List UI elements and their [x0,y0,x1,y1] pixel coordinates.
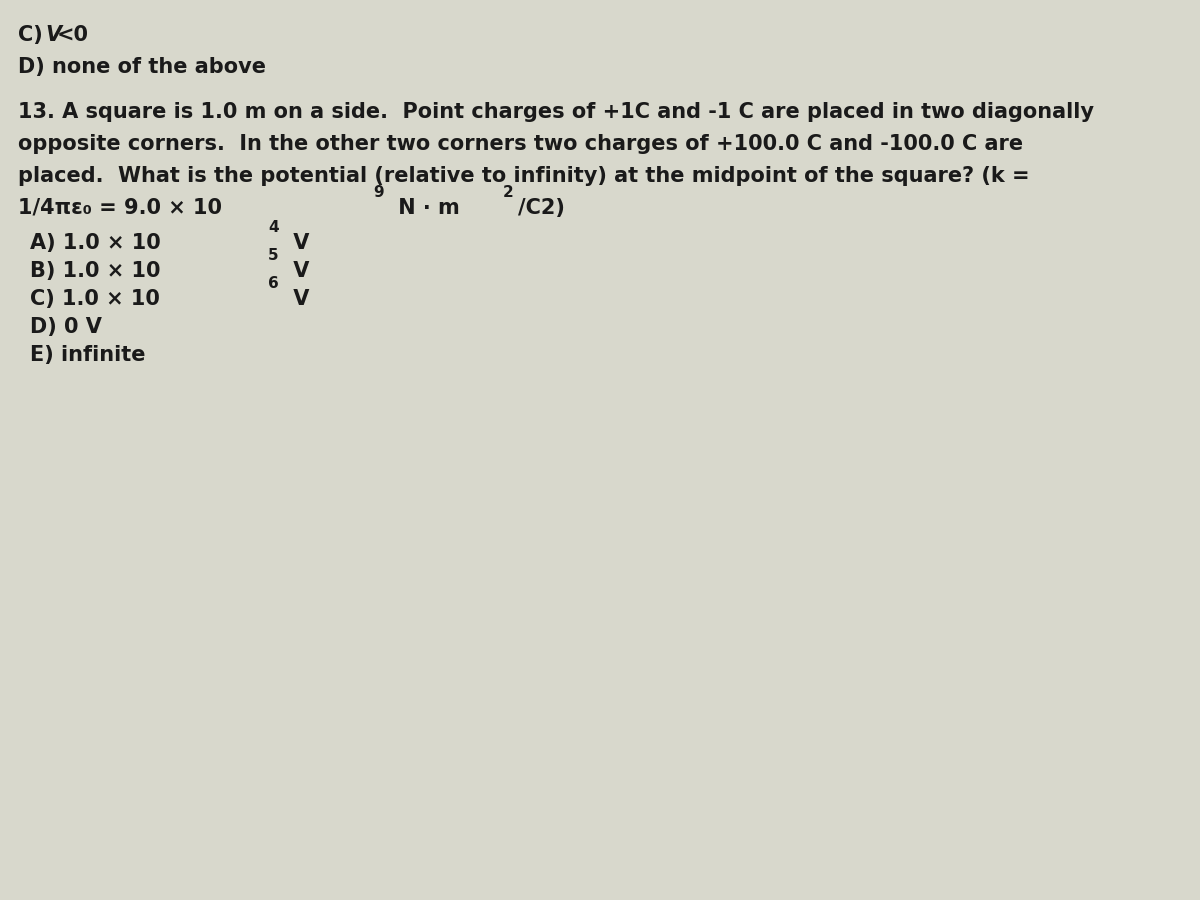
Text: placed.  What is the potential (relative to infinity) at the midpoint of the squ: placed. What is the potential (relative … [18,166,1030,185]
Text: V: V [46,25,61,45]
Text: opposite corners.  In the other two corners two charges of +100.0 C and -100.0 C: opposite corners. In the other two corne… [18,134,1024,154]
Text: C): C) [18,25,50,45]
Text: V: V [286,261,310,281]
Text: 4: 4 [268,220,278,235]
Text: E) infinite: E) infinite [30,345,145,365]
Text: /C2): /C2) [518,198,565,218]
Text: 5: 5 [268,248,278,263]
Text: D) none of the above: D) none of the above [18,57,266,77]
Text: 2: 2 [503,184,514,200]
Text: A) 1.0 × 10: A) 1.0 × 10 [30,233,161,253]
Text: <0: <0 [58,25,89,45]
Text: 6: 6 [268,276,278,291]
Text: B) 1.0 × 10: B) 1.0 × 10 [30,261,161,281]
Text: N · m: N · m [391,198,460,218]
Text: 9: 9 [373,184,384,200]
Text: 1/4πε₀ = 9.0 × 10: 1/4πε₀ = 9.0 × 10 [18,198,222,218]
Text: V: V [286,233,310,253]
Text: C) 1.0 × 10: C) 1.0 × 10 [30,289,160,309]
Text: D) 0 V: D) 0 V [30,317,102,337]
Text: 13. A square is 1.0 m on a side.  Point charges of +1C and -1 C are placed in tw: 13. A square is 1.0 m on a side. Point c… [18,102,1094,122]
Text: V: V [286,289,310,309]
